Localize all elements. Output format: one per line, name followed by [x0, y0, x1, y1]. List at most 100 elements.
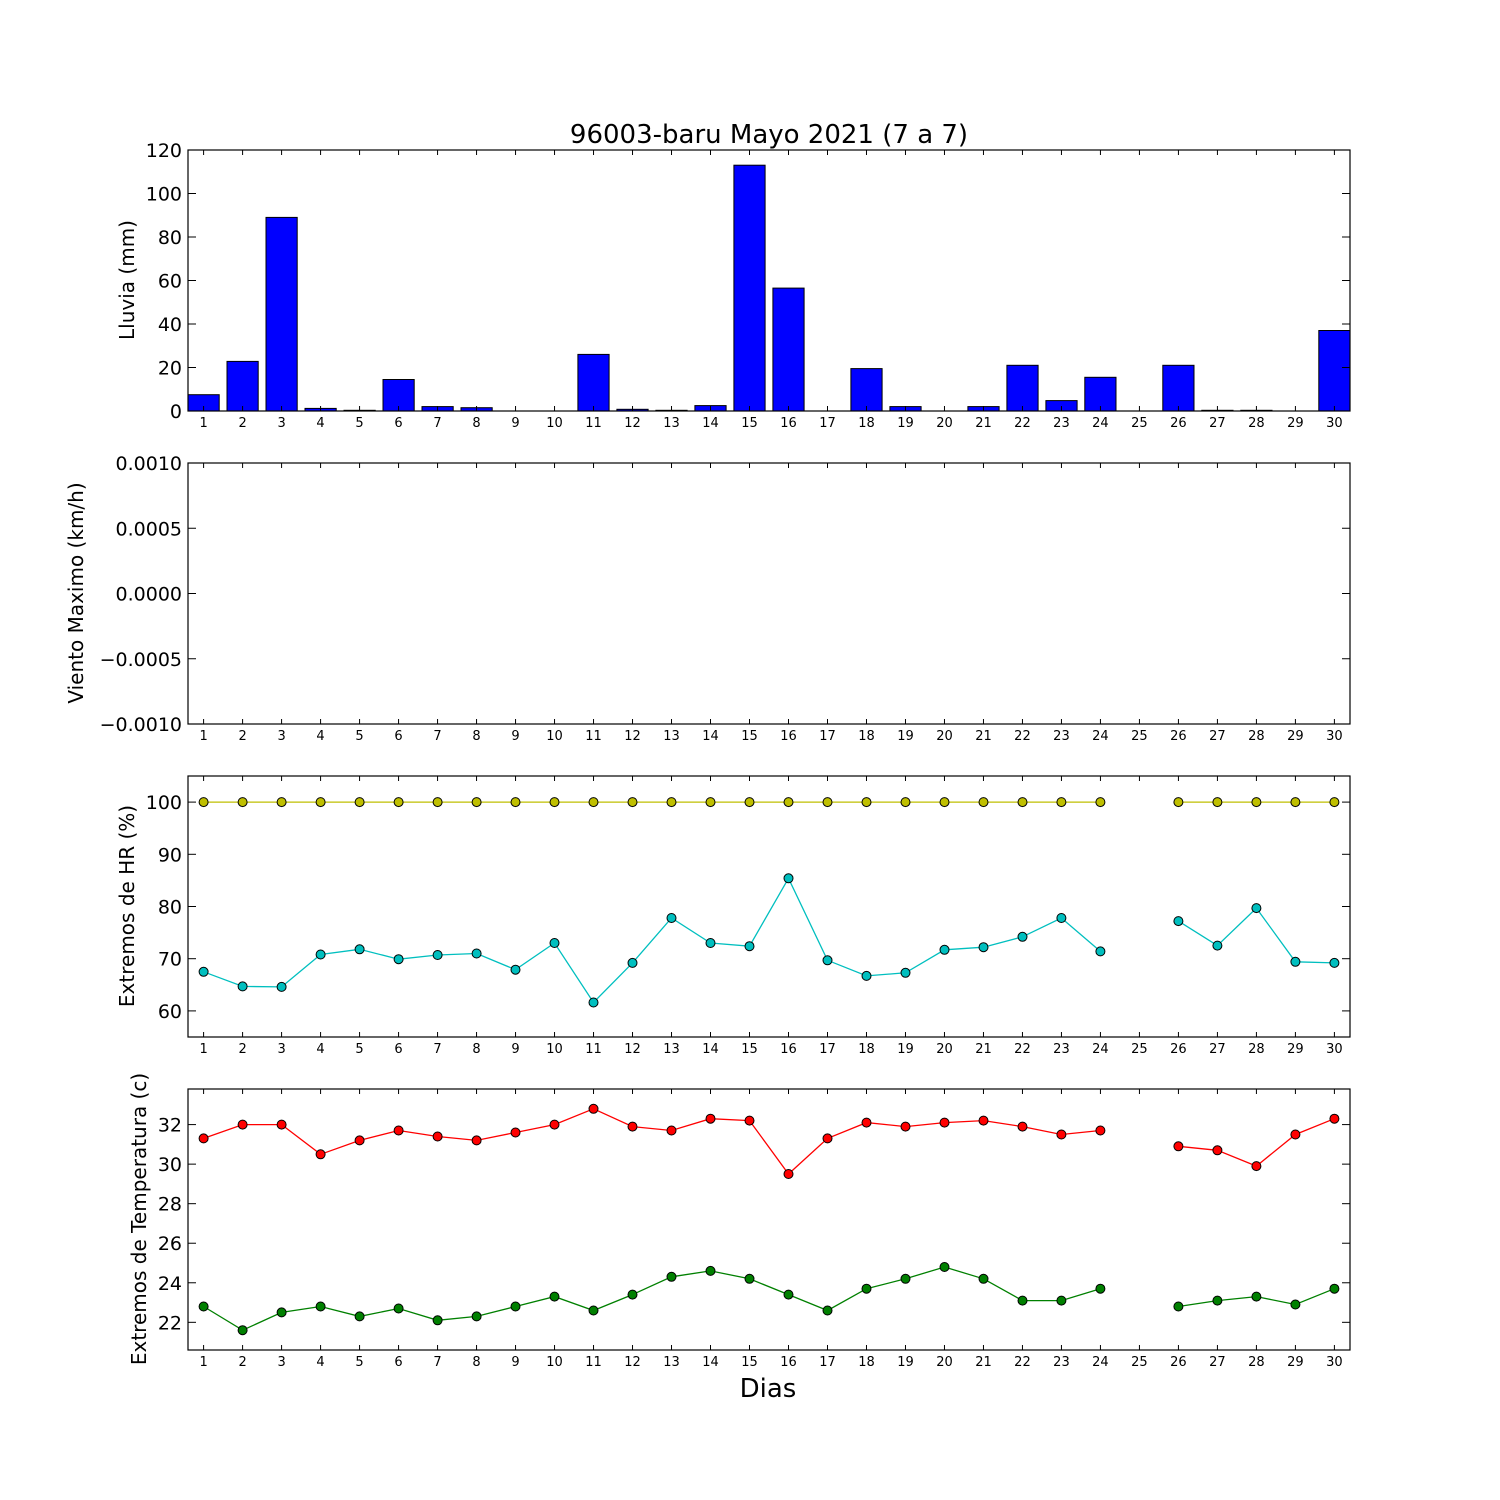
x-tick-label: 18	[858, 416, 875, 431]
hr-max-point	[1212, 797, 1223, 808]
rain-bar	[265, 216, 298, 412]
hr-max-point	[432, 797, 443, 808]
x-tick-label: 3	[277, 1042, 285, 1057]
x-tick-label: 18	[858, 1042, 875, 1057]
x-tick-label: 6	[394, 729, 402, 744]
x-tick-label: 7	[433, 1355, 441, 1370]
x-tick-label: 23	[1053, 1042, 1070, 1057]
x-tick-label: 24	[1092, 729, 1109, 744]
x-tick-label: 2	[238, 1042, 246, 1057]
hr-max-point	[822, 797, 833, 808]
temp-max-line	[1178, 1118, 1335, 1167]
rain-bar	[1318, 330, 1351, 412]
x-tick-label: 18	[858, 1355, 875, 1370]
x-tick-label: 21	[975, 729, 992, 744]
y-tick-label: 32	[158, 1115, 182, 1137]
x-tick-label: 8	[472, 416, 480, 431]
temp-max-point	[1251, 1161, 1262, 1172]
x-tick-label: 29	[1287, 729, 1304, 744]
x-tick-label: 26	[1170, 416, 1187, 431]
x-tick-label: 29	[1287, 416, 1304, 431]
x-tick-label: 9	[511, 416, 519, 431]
temperature-y-axis-label: Extremos de Temperatura (c)	[127, 1073, 151, 1365]
rain-bar	[1006, 364, 1039, 412]
y-tick-label: 30	[158, 1154, 182, 1176]
hr-min-point	[588, 997, 599, 1008]
x-tick-label: 22	[1014, 1042, 1031, 1057]
hr-min-point	[198, 966, 209, 977]
x-tick-label: 27	[1209, 729, 1226, 744]
temp-min-point	[1251, 1291, 1262, 1302]
axes-frame	[187, 462, 1351, 725]
x-tick-label: 29	[1287, 1042, 1304, 1057]
x-tick-label: 15	[741, 416, 758, 431]
hr-min-point	[939, 944, 950, 955]
axes-frame	[187, 775, 1351, 1038]
x-axis-label: Dias	[740, 1374, 797, 1404]
x-tick-label: 20	[936, 1355, 953, 1370]
hr-max-point	[1017, 797, 1028, 808]
x-tick-label: 17	[819, 729, 836, 744]
y-tick-label: 26	[158, 1233, 182, 1255]
hr-min-point	[1017, 931, 1028, 942]
x-tick-label: 16	[780, 416, 797, 431]
temp-min-point	[627, 1289, 638, 1300]
x-tick-label: 2	[238, 1355, 246, 1370]
temp-max-point	[1173, 1141, 1184, 1152]
hr-max-point	[783, 797, 794, 808]
y-tick-label: 40	[158, 314, 182, 336]
x-tick-label: 14	[702, 1042, 719, 1057]
x-tick-label: 15	[741, 1355, 758, 1370]
x-tick-label: 13	[663, 729, 680, 744]
x-tick-label: 11	[585, 729, 602, 744]
hr-min-point	[822, 955, 833, 966]
hr-max-point	[237, 797, 248, 808]
hr-min-point	[627, 957, 638, 968]
x-tick-label: 1	[199, 1042, 207, 1057]
x-tick-label: 16	[780, 729, 797, 744]
hr-max-point	[744, 797, 755, 808]
hr-max-point	[471, 797, 482, 808]
x-tick-label: 27	[1209, 1355, 1226, 1370]
x-tick-label: 24	[1092, 1042, 1109, 1057]
temp-max-point	[705, 1113, 716, 1124]
rain-y-axis-label: Lluvia (mm)	[115, 220, 139, 340]
y-tick-label: 80	[158, 897, 182, 919]
x-tick-label: 29	[1287, 1355, 1304, 1370]
x-tick-label: 10	[546, 1355, 563, 1370]
temp-min-point	[900, 1273, 911, 1284]
hr-max-point	[1290, 797, 1301, 808]
temp-min-point	[1212, 1295, 1223, 1306]
temp-min-point	[198, 1301, 209, 1312]
hr-max-point	[354, 797, 365, 808]
temp-min-line	[203, 1266, 1101, 1331]
hr-max-point	[1173, 797, 1184, 808]
axes-frame	[187, 1088, 1351, 1351]
hr-min-point	[1056, 913, 1067, 923]
rain-bar	[382, 379, 415, 412]
y-tick-label: 20	[158, 358, 182, 380]
temp-max-point	[783, 1169, 794, 1179]
humidity-panel: Extremos de HR (%) 1 2 3 4 5 6 7 8 9 10 11 12 13 14 15…	[115, 775, 1351, 1057]
y-tick-label: 120	[146, 140, 182, 162]
hr-min-point	[549, 938, 560, 948]
temp-max-point	[510, 1127, 521, 1138]
hr-min-point	[666, 913, 677, 923]
rain-bar	[733, 164, 766, 412]
hr-max-point	[1329, 797, 1340, 808]
hr-min-point	[978, 942, 989, 953]
hr-min-point	[510, 964, 521, 975]
x-tick-label: 12	[624, 1042, 641, 1057]
x-tick-label: 19	[897, 1042, 914, 1057]
temp-min-point	[1017, 1295, 1028, 1306]
x-tick-label: 3	[277, 1355, 285, 1370]
temp-max-point	[1056, 1129, 1067, 1140]
x-tick-label: 30	[1326, 1042, 1343, 1057]
temp-max-point	[1290, 1129, 1301, 1140]
x-tick-label: 6	[394, 1355, 402, 1370]
x-tick-label: 7	[433, 729, 441, 744]
y-tick-label: 80	[158, 227, 182, 249]
temp-max-point	[1329, 1113, 1340, 1124]
x-tick-label: 24	[1092, 416, 1109, 431]
